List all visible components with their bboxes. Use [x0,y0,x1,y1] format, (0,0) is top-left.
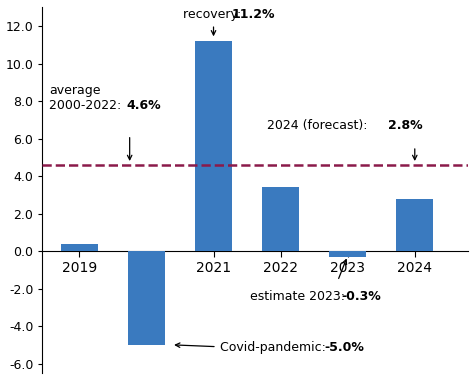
Text: recovery:: recovery: [183,8,246,21]
Text: 11.2%: 11.2% [232,8,275,21]
Bar [195,41,232,251]
Bar [61,244,98,251]
Text: -0.3%: -0.3% [341,290,381,304]
Bar [329,251,366,257]
Text: average: average [49,84,100,97]
Bar [396,199,433,251]
Text: estimate 2023:: estimate 2023: [250,290,349,304]
Text: 2.8%: 2.8% [388,119,422,132]
Bar [262,187,299,251]
Text: -5.0%: -5.0% [324,341,364,354]
Text: 2000-2022:: 2000-2022: [49,99,126,112]
Text: 2024 (forecast):: 2024 (forecast): [267,119,372,132]
Text: Covid-pandemic:: Covid-pandemic: [220,341,330,354]
Text: 4.6%: 4.6% [126,99,161,112]
Bar [128,251,165,345]
